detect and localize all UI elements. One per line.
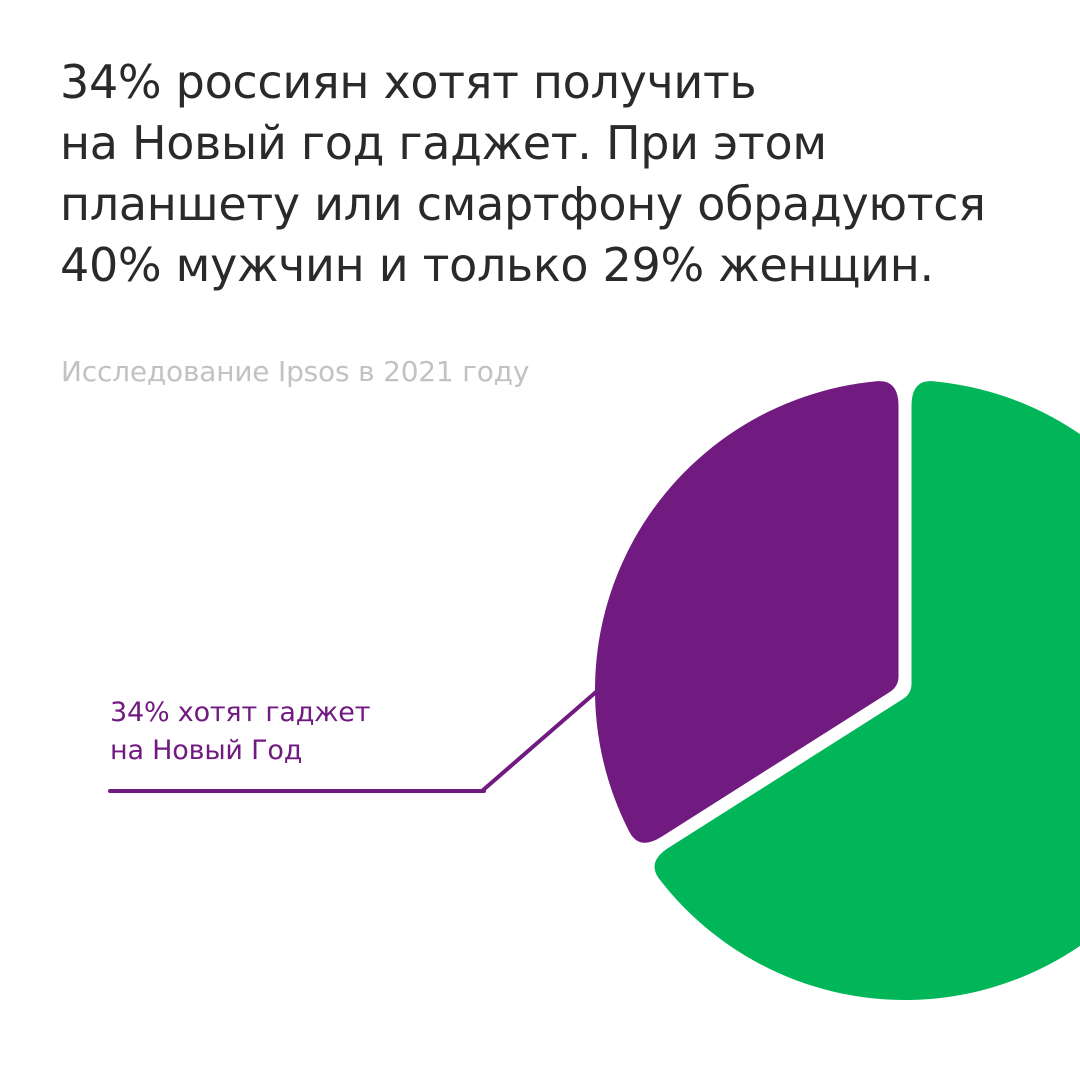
leader-line-diagonal [480, 690, 598, 793]
headline-line-3: планшету или смартфону обрадуются [60, 177, 986, 231]
slice-annotation-line-1: 34% хотят гаджет [110, 697, 371, 728]
slice-annotation-line-2: на Новый Год [110, 735, 303, 766]
headline: 34% россиян хотят получить на Новый год … [60, 52, 1050, 296]
slice-annotation: 34% хотят гаджет на Новый Год [110, 694, 370, 770]
pie-slice-gadget [594, 381, 899, 843]
headline-line-1: 34% россиян хотят получить [60, 55, 757, 109]
pie-slices [594, 381, 1080, 1000]
pie-slice-rest [654, 381, 1080, 1000]
headline-line-2: на Новый год гаджет. При этом [60, 116, 827, 170]
source-caption: Исследование Ipsos в 2021 году [61, 355, 530, 388]
headline-line-4: 40% мужчин и только 29% женщин. [60, 238, 934, 292]
